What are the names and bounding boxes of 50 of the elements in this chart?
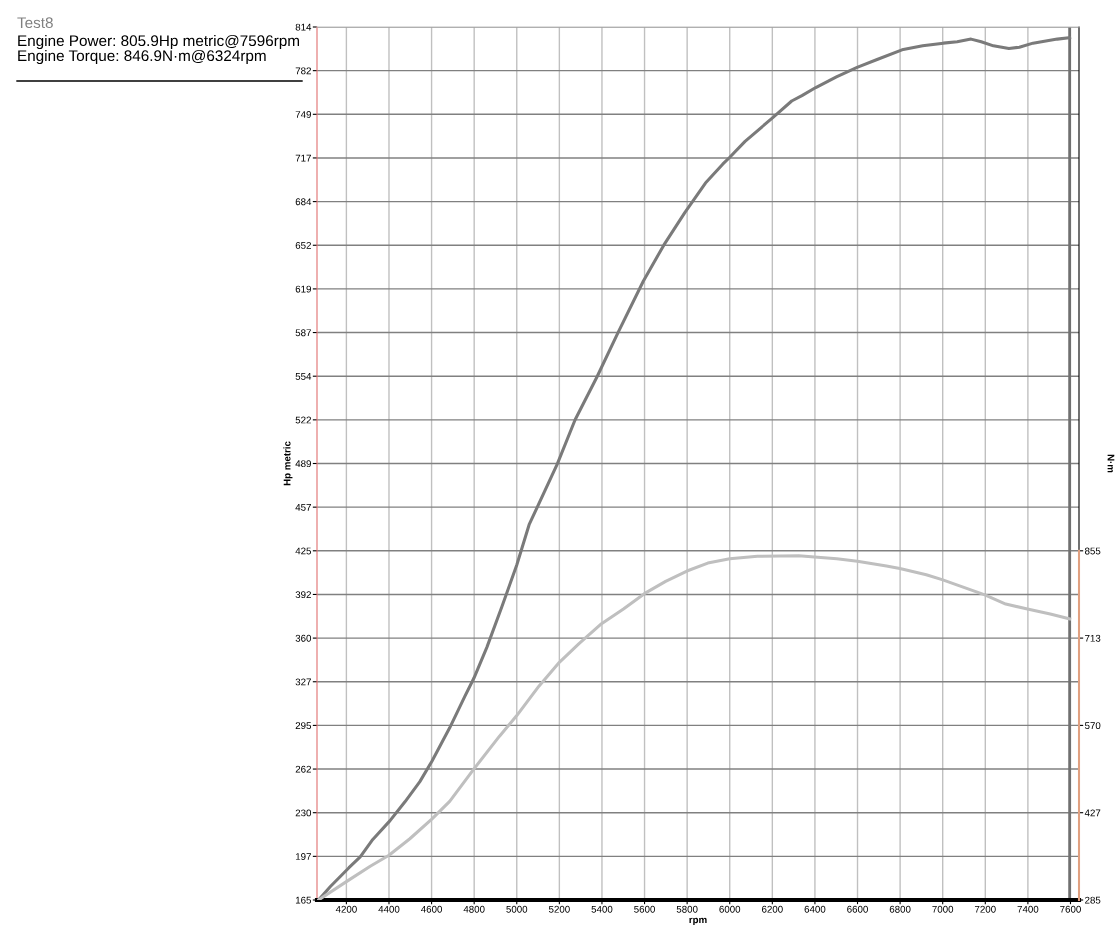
x-axis-title: rpm bbox=[689, 917, 707, 926]
x-tick-label: 6600 bbox=[847, 905, 868, 913]
y-tick-label: 782 bbox=[295, 67, 311, 75]
text: Test8 bbox=[17, 17, 53, 29]
y-tick-label: 165 bbox=[295, 896, 312, 904]
text: Engine Torque: 846.9N·m@6324rpm bbox=[18, 49, 266, 65]
y-tick-label: 619 bbox=[295, 285, 311, 293]
x-tick-label: 5400 bbox=[591, 905, 613, 913]
x-tick-label: 7400 bbox=[1017, 905, 1039, 913]
y-axis-title: Hp metric bbox=[283, 441, 293, 486]
y2-axis-title: N·m bbox=[1107, 454, 1115, 473]
x-tick-label: 4400 bbox=[378, 905, 400, 913]
y-tick-label: 457 bbox=[295, 503, 311, 511]
y-tick-label: 295 bbox=[295, 722, 312, 730]
y-tick-label: 197 bbox=[295, 853, 311, 860]
y2-tick-label: 285 bbox=[1085, 896, 1101, 904]
y-tick-label: 392 bbox=[295, 591, 311, 599]
y-tick-label: 425 bbox=[295, 547, 312, 555]
x-tick-label: 4600 bbox=[420, 905, 443, 913]
y-tick-label: 814 bbox=[295, 23, 312, 31]
y-tick-label: 262 bbox=[295, 765, 311, 773]
x-tick-label: 5000 bbox=[506, 905, 528, 913]
x-tick-label: 5800 bbox=[676, 905, 698, 913]
y-tick-label: 554 bbox=[295, 373, 312, 380]
x-tick-label: 7600 bbox=[1060, 905, 1081, 913]
y2-tick-label: 855 bbox=[1084, 547, 1101, 555]
y-tick-label: 587 bbox=[295, 329, 311, 337]
y-tick-label: 684 bbox=[295, 198, 312, 206]
y-tick-label: 327 bbox=[295, 678, 311, 686]
y2-tick-label: 570 bbox=[1084, 722, 1101, 730]
y2-tick-label: 427 bbox=[1084, 809, 1101, 817]
x-tick-label: 4200 bbox=[335, 905, 357, 913]
y2-tick-label: 713 bbox=[1085, 634, 1101, 642]
y-tick-label: 717 bbox=[295, 154, 311, 162]
y-tick-label: 652 bbox=[295, 241, 311, 249]
x-tick-label: 6000 bbox=[719, 905, 741, 913]
y-tick-label: 749 bbox=[295, 111, 311, 118]
text: Engine Power: 805.9Hp metric@7596rpm bbox=[18, 34, 299, 50]
x-tick-label: 6400 bbox=[804, 905, 826, 913]
x-tick-label: 4800 bbox=[463, 905, 485, 913]
x-tick-label: 7000 bbox=[932, 905, 954, 913]
x-tick-label: 5600 bbox=[634, 905, 655, 913]
x-tick-label: 7200 bbox=[974, 905, 996, 913]
y-tick-label: 489 bbox=[295, 460, 311, 468]
x-tick-label: 5200 bbox=[548, 905, 570, 913]
x-tick-label: 6800 bbox=[889, 905, 911, 913]
y-tick-label: 522 bbox=[295, 416, 311, 424]
x-tick-label: 6200 bbox=[762, 905, 783, 913]
y-tick-label: 360 bbox=[295, 634, 312, 642]
y-tick-label: 230 bbox=[295, 809, 312, 817]
